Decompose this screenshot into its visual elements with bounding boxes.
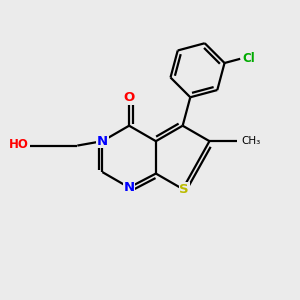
- Text: CH₃: CH₃: [242, 136, 261, 146]
- Text: S: S: [179, 182, 189, 196]
- Text: Cl: Cl: [242, 52, 255, 65]
- Text: N: N: [97, 135, 108, 148]
- Text: O: O: [124, 91, 135, 104]
- Text: HO: HO: [9, 138, 29, 151]
- Text: N: N: [124, 181, 135, 194]
